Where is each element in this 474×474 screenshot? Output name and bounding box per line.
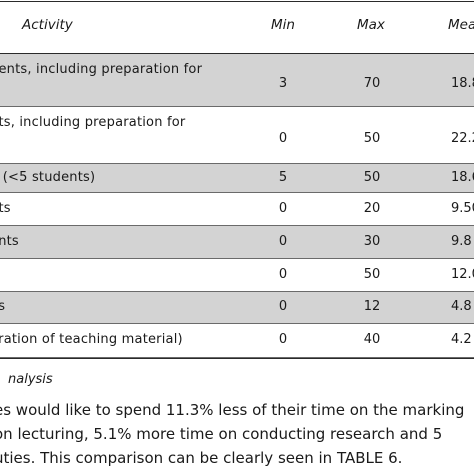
table-row: nts 0 20 9.50 [0,193,474,226]
table-row: nts, including preparation for 0 50 22.2 [0,107,474,164]
cell-mean: 22.2 [451,131,474,146]
cell-activity: aration of teaching material) [0,332,183,347]
cell-mean: 9.8 [451,234,472,249]
table-row: aration of teaching material) 0 40 4.2 [0,324,474,358]
cell-mean: 4.8 [451,299,472,314]
cell-max: 30 [363,234,381,249]
paragraph-line-1: es would like to spend 11.3% less of the… [0,401,465,419]
cell-min: 0 [278,201,288,216]
table-row: ents 0 30 9.8 [0,226,474,259]
cell-activity: dents, including preparation for [0,62,203,77]
paragraph-line-3: uties. This comparison can be clearly se… [0,449,403,467]
header-rule [0,53,474,54]
table-row: dents, including preparation for 3 70 18.8 [0,54,474,107]
cell-min: 5 [278,170,288,185]
cell-mean: 12.0 [451,267,474,282]
table-row: n (<5 students) 5 50 18.6 [0,164,474,193]
cell-min: 0 [278,267,288,282]
header-mean: Mea [448,17,474,33]
cell-max: 50 [363,170,381,185]
cell-min: 0 [278,234,288,249]
paragraph-line-2: on lecturing, 5.1% more time on conducti… [0,425,443,443]
cell-max: 12 [363,299,381,314]
cell-min: 0 [278,299,288,314]
cell-max: 20 [363,201,381,216]
header-max: Max [357,17,385,33]
cell-activity: ents [0,234,19,249]
header-min: Min [271,17,295,33]
cell-activity: es [0,299,6,314]
cell-max: 50 [363,131,381,146]
cell-max: 70 [363,76,381,91]
cell-mean: 4.2 [451,332,472,347]
cell-activity: nts, including preparation for [0,115,186,130]
cell-min: 3 [278,76,288,91]
cell-activity: nts [0,201,11,216]
table-bottom-rule [0,358,474,359]
cell-mean: 18.8 [451,76,474,91]
cell-max: 40 [363,332,381,347]
body-paragraph: es would like to spend 11.3% less of the… [0,398,464,470]
cell-activity: n (<5 students) [0,170,96,185]
cell-mean: 18.6 [451,170,474,185]
cell-min: 0 [278,332,288,347]
table-row: 0 50 12.0 [0,259,474,292]
cell-mean: 9.50 [451,201,474,216]
header-activity: Activity [22,17,73,33]
table-top-rule [0,1,474,2]
cell-max: 50 [363,267,381,282]
cell-min: 0 [278,131,288,146]
table-header-row: Activity Min Max Mea [0,3,474,53]
table-row: es 0 12 4.8 [0,292,474,324]
table-caption: nalysis [8,372,53,387]
